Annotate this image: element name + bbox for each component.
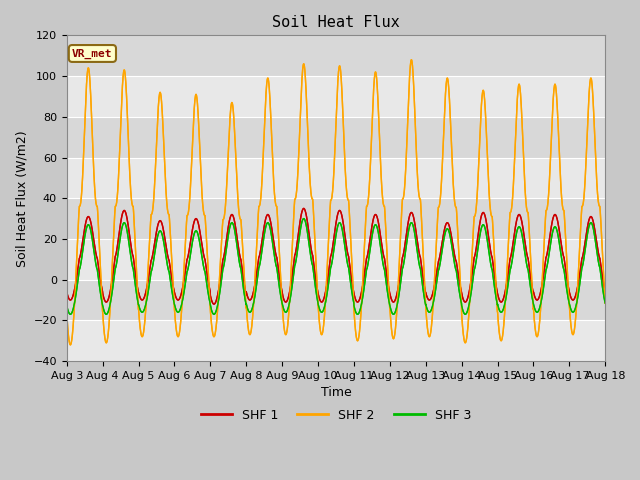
SHF 1 xyxy=(300,205,308,211)
Bar xyxy=(67,76,605,117)
SHF 2 xyxy=(156,90,164,96)
SHF 2 xyxy=(125,137,132,143)
Bar xyxy=(67,198,605,239)
SHF 3 xyxy=(591,234,598,240)
X-axis label: Time: Time xyxy=(321,386,351,399)
SHF 1 xyxy=(210,301,218,307)
SHF 2 xyxy=(293,187,301,193)
SHF 3 xyxy=(67,312,74,317)
SHF 3 xyxy=(125,236,132,241)
Bar xyxy=(67,321,605,361)
Line: SHF 2: SHF 2 xyxy=(67,60,605,345)
SHF 1 xyxy=(601,288,609,294)
Legend: SHF 1, SHF 2, SHF 3: SHF 1, SHF 2, SHF 3 xyxy=(196,404,476,427)
SHF 1 xyxy=(156,218,164,224)
SHF 3 xyxy=(293,253,301,259)
SHF 3 xyxy=(533,310,541,315)
Line: SHF 3: SHF 3 xyxy=(67,218,605,314)
Text: VR_met: VR_met xyxy=(72,48,113,59)
SHF 1 xyxy=(533,297,541,303)
Bar xyxy=(67,157,605,198)
Title: Soil Heat Flux: Soil Heat Flux xyxy=(272,15,400,30)
Bar xyxy=(67,36,605,76)
SHF 3 xyxy=(601,300,609,306)
SHF 3 xyxy=(269,246,277,252)
SHF 3 xyxy=(300,216,308,221)
SHF 2 xyxy=(63,311,70,317)
SHF 2 xyxy=(67,342,74,348)
SHF 1 xyxy=(63,289,70,295)
SHF 2 xyxy=(591,137,598,143)
Bar xyxy=(67,280,605,321)
Bar xyxy=(67,117,605,157)
SHF 1 xyxy=(293,243,301,249)
SHF 1 xyxy=(124,222,132,228)
Y-axis label: Soil Heat Flux (W/m2): Soil Heat Flux (W/m2) xyxy=(15,130,28,266)
SHF 1 xyxy=(591,227,598,233)
SHF 2 xyxy=(533,334,541,339)
SHF 3 xyxy=(63,303,70,309)
Line: SHF 1: SHF 1 xyxy=(67,208,605,304)
SHF 2 xyxy=(408,57,415,63)
SHF 3 xyxy=(156,228,164,234)
SHF 2 xyxy=(269,173,277,179)
SHF 2 xyxy=(601,300,609,306)
Bar xyxy=(67,239,605,280)
SHF 1 xyxy=(269,236,277,242)
